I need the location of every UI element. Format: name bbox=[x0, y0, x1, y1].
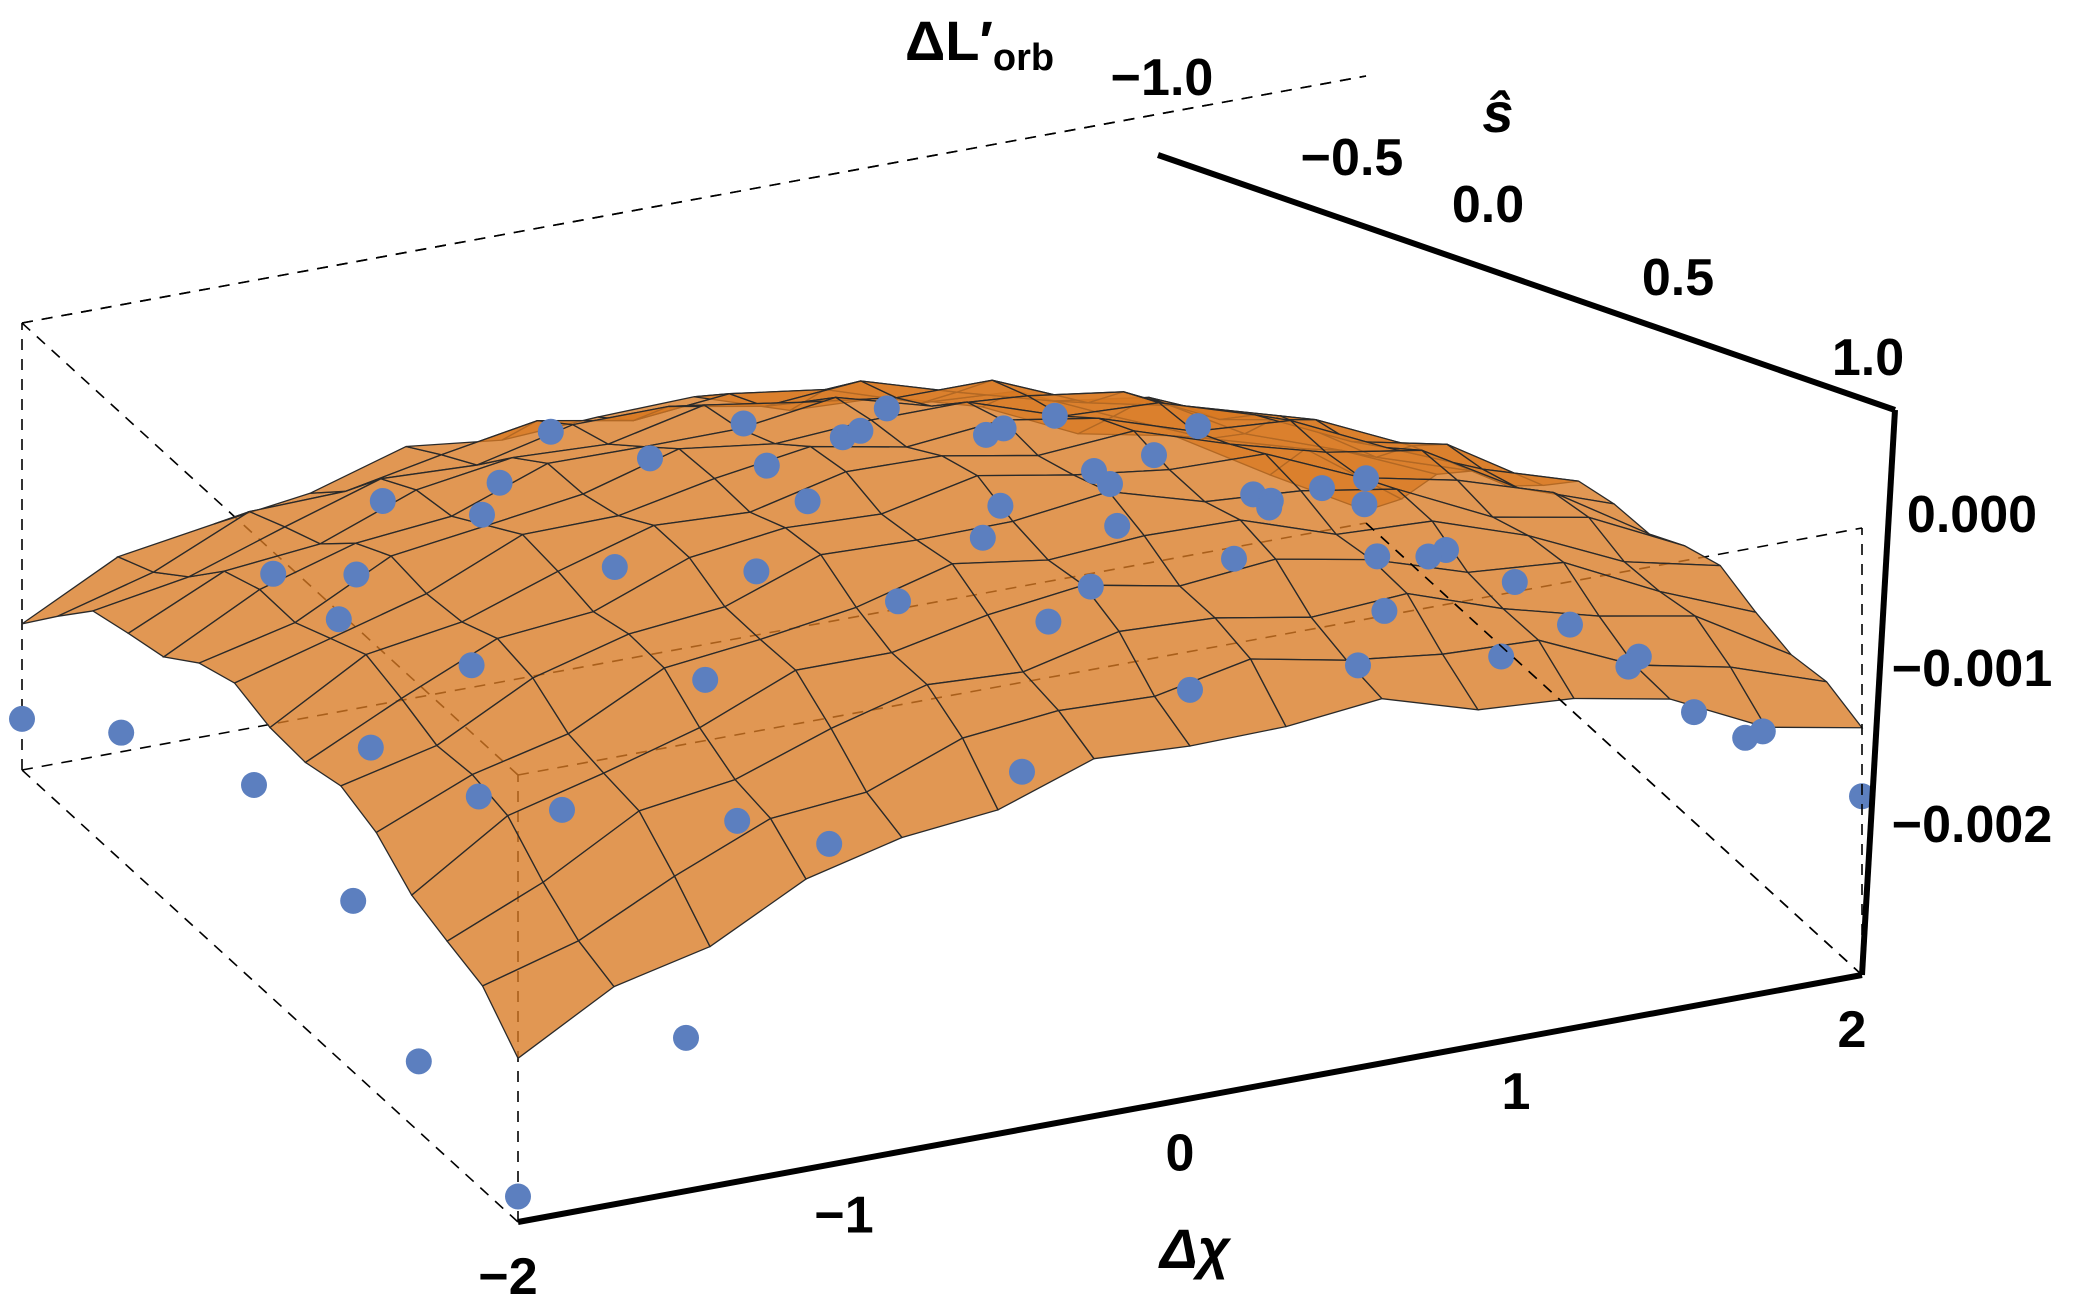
data-point bbox=[794, 488, 821, 515]
data-point bbox=[505, 1183, 531, 1210]
data-point bbox=[405, 1048, 432, 1075]
data-point bbox=[885, 588, 911, 615]
z-tick-label: −0.002 bbox=[1892, 796, 2053, 854]
x-tick-label: 2 bbox=[1838, 1001, 1867, 1059]
data-point bbox=[743, 558, 770, 585]
z-axis-label-main: ΔL′ bbox=[905, 9, 993, 72]
data-point bbox=[343, 561, 370, 588]
data-point bbox=[241, 771, 267, 798]
data-point bbox=[990, 415, 1017, 442]
data-point bbox=[9, 705, 35, 732]
data-point bbox=[369, 487, 396, 514]
y-tick-label: −1.0 bbox=[1111, 49, 1214, 107]
data-point bbox=[1345, 652, 1371, 679]
data-point bbox=[1557, 611, 1583, 638]
data-point bbox=[1615, 653, 1642, 680]
data-point bbox=[340, 887, 367, 914]
data-point bbox=[816, 830, 843, 857]
data-point bbox=[987, 492, 1014, 519]
x-tick-label: −1 bbox=[814, 1186, 873, 1244]
x-tick-label: 0 bbox=[1166, 1125, 1195, 1183]
data-point bbox=[1177, 676, 1203, 703]
data-point bbox=[1041, 402, 1068, 429]
y-tick-label: 0.5 bbox=[1642, 249, 1714, 307]
y-tick-label: 0.0 bbox=[1452, 176, 1524, 234]
bounding-box-front-edges bbox=[21, 75, 1898, 1225]
data-point bbox=[673, 1024, 699, 1051]
data-point bbox=[1351, 491, 1378, 518]
data-point bbox=[637, 445, 663, 472]
data-point bbox=[325, 606, 352, 633]
data-point bbox=[1104, 512, 1131, 539]
y-tick-label: 1.0 bbox=[1832, 329, 1904, 387]
data-point bbox=[1488, 643, 1515, 670]
data-point bbox=[549, 796, 575, 823]
data-point bbox=[537, 418, 564, 445]
data-point bbox=[1077, 573, 1104, 600]
x-axis-line bbox=[517, 972, 1863, 1225]
data-point bbox=[1009, 758, 1035, 785]
tick-labels: −2 −1 0 1 2 −1.0 −0.5 0.0 0.5 1.0 0.000 −0.001 −0.00… bbox=[478, 49, 2052, 1306]
data-point bbox=[1141, 442, 1167, 469]
x-tick-label: −2 bbox=[478, 1248, 537, 1306]
data-point bbox=[486, 469, 513, 496]
data-point bbox=[1681, 699, 1707, 726]
data-point bbox=[753, 452, 780, 479]
fitted-surface bbox=[21, 379, 1864, 1060]
data-point bbox=[458, 652, 485, 679]
data-point bbox=[601, 554, 628, 581]
data-point bbox=[1732, 724, 1759, 751]
data-point bbox=[730, 410, 757, 437]
data-point bbox=[465, 783, 492, 810]
data-point bbox=[260, 560, 287, 587]
y-axis-label: ŝ bbox=[1482, 81, 1513, 144]
data-points bbox=[9, 395, 1875, 1210]
z-axis-line bbox=[1859, 409, 1898, 976]
data-point bbox=[1256, 494, 1283, 521]
data-point bbox=[692, 666, 719, 693]
data-point bbox=[1185, 413, 1211, 440]
data-point bbox=[1501, 568, 1528, 595]
data-point bbox=[969, 524, 996, 551]
z-axis-label-subscript: orb bbox=[993, 37, 1054, 79]
data-point bbox=[847, 417, 874, 444]
data-point bbox=[724, 807, 751, 834]
z-tick-label: −0.001 bbox=[1892, 640, 2053, 698]
data-point bbox=[1081, 457, 1107, 484]
x-axis-label: Δχ bbox=[1158, 1217, 1232, 1280]
data-point bbox=[1371, 597, 1398, 624]
data-point bbox=[873, 395, 900, 422]
data-point bbox=[357, 734, 384, 761]
data-point bbox=[469, 501, 495, 528]
x-tick-label: 1 bbox=[1502, 1063, 1531, 1121]
y-axis-line bbox=[1157, 152, 1896, 413]
data-point bbox=[1353, 465, 1379, 492]
y-tick-label: −0.5 bbox=[1301, 129, 1404, 187]
data-point bbox=[1849, 783, 1875, 810]
data-point bbox=[108, 719, 135, 746]
surface-patch bbox=[1729, 666, 1864, 729]
box-edge-dashed bbox=[21, 75, 1367, 324]
z-axis-label: ΔL′orb bbox=[905, 9, 1054, 79]
data-point bbox=[1221, 545, 1247, 572]
data-point bbox=[1035, 608, 1062, 635]
data-point bbox=[1309, 475, 1335, 502]
data-point bbox=[1364, 543, 1391, 570]
z-tick-label: 0.000 bbox=[1907, 486, 2037, 544]
data-point bbox=[1415, 543, 1442, 570]
